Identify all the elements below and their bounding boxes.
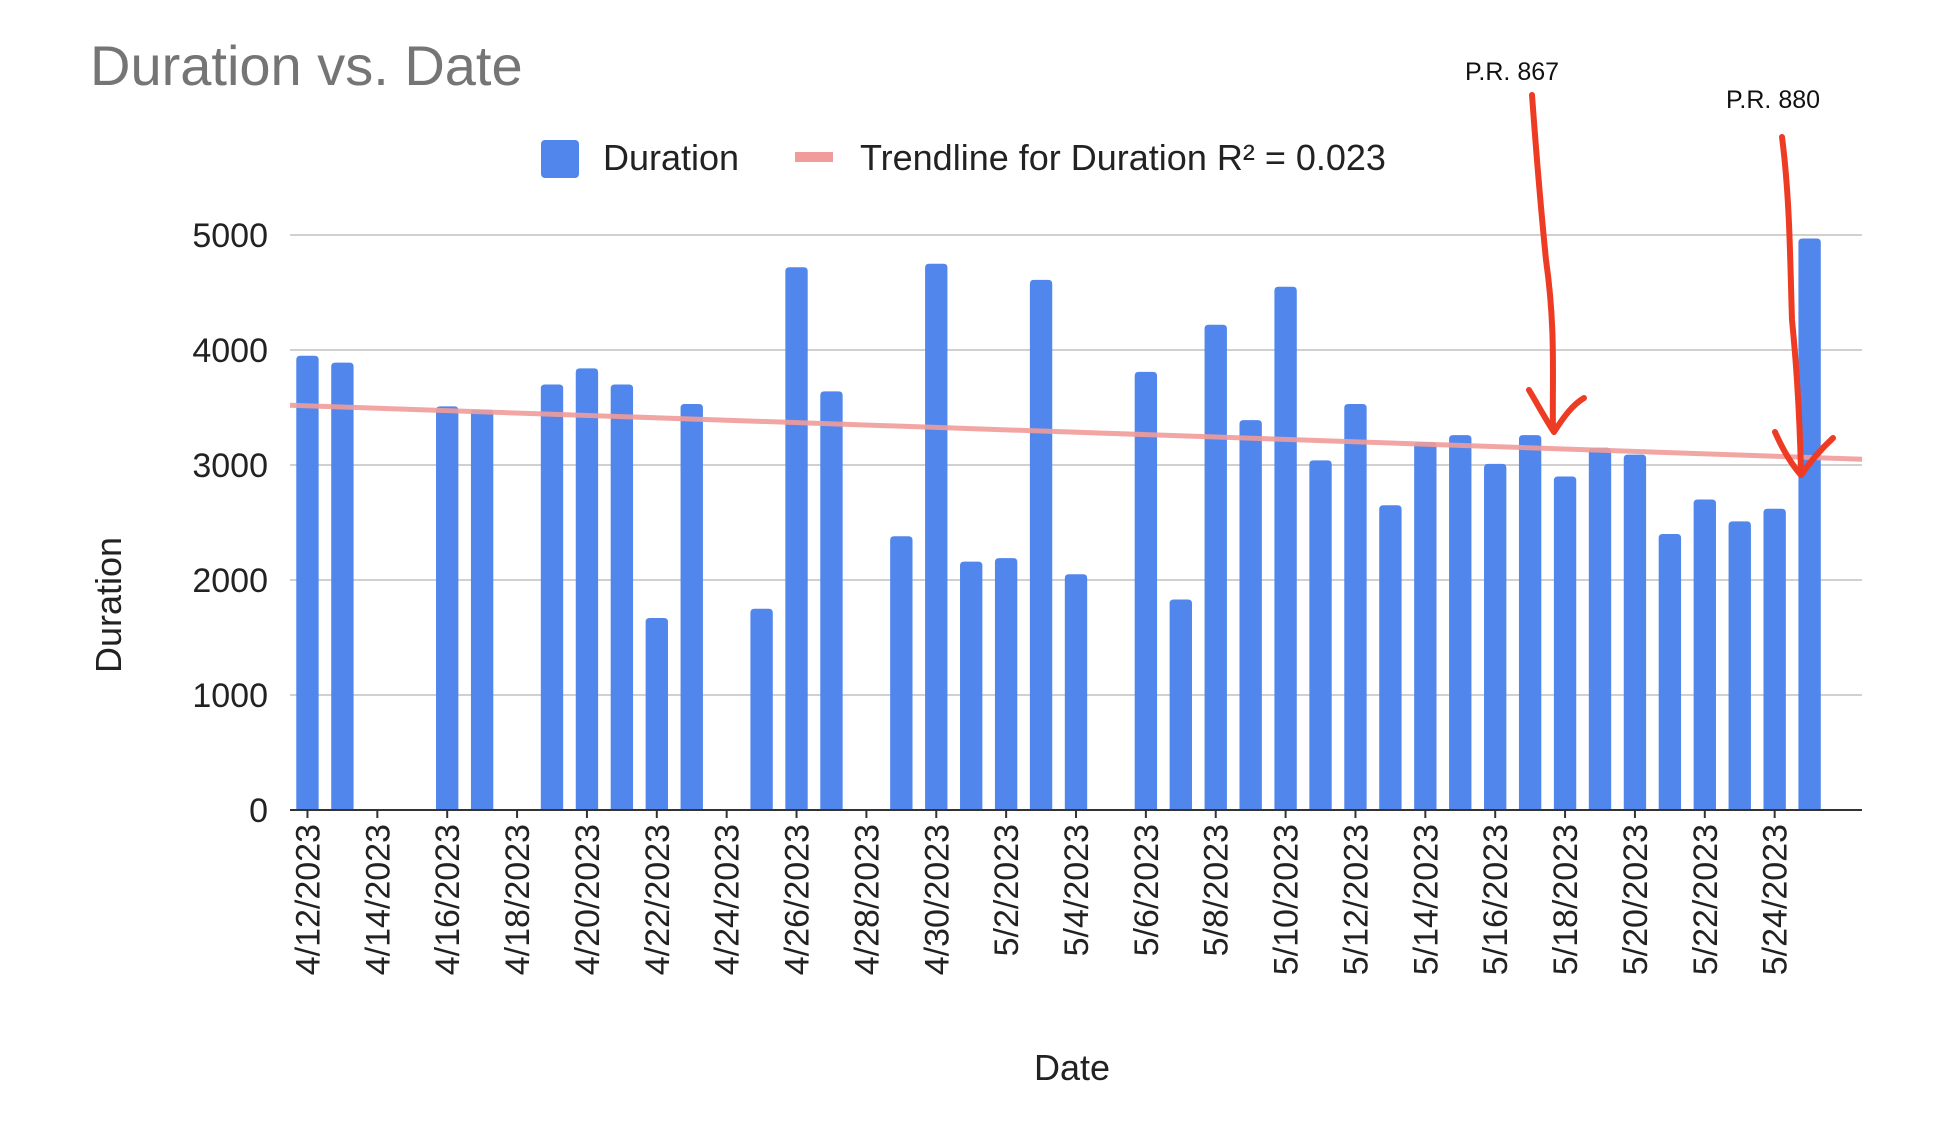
- bars: [296, 238, 1821, 811]
- bar-duration: [296, 355, 319, 810]
- y-axis-ticks: 0 1000 2000 3000 4000 5000: [192, 217, 268, 830]
- bar-duration: [1518, 435, 1542, 810]
- y-tick-label: 2000: [192, 562, 268, 600]
- legend-trendline-label: Trendline for Duration R² = 0.023: [860, 137, 1386, 178]
- bar-duration: [1623, 454, 1647, 810]
- bar-duration: [645, 617, 668, 810]
- x-tick-label: 5/8/2023: [1198, 824, 1236, 956]
- x-tick-label: 5/6/2023: [1128, 824, 1166, 956]
- bar-duration: [680, 404, 703, 810]
- bar-duration: [540, 384, 564, 810]
- bar-duration: [575, 368, 599, 810]
- x-axis-title: Date: [1034, 1047, 1110, 1088]
- bar-duration: [960, 561, 983, 810]
- bar-duration: [785, 267, 808, 810]
- chart-title: Duration vs. Date: [90, 34, 523, 97]
- bar-duration: [436, 406, 459, 810]
- bar-duration: [1169, 599, 1192, 810]
- bar-duration: [1344, 404, 1367, 810]
- y-tick-label: 5000: [192, 217, 268, 255]
- bar-duration: [1414, 442, 1437, 810]
- bar-duration: [470, 409, 494, 810]
- bar-duration: [1309, 460, 1332, 810]
- annotation-arrow-shaft: [1529, 92, 1556, 433]
- trendline: [289, 402, 1863, 462]
- y-tick-label: 4000: [192, 332, 268, 370]
- legend-duration-label: Duration: [603, 137, 739, 178]
- bar-duration: [820, 391, 843, 810]
- annotation-arrow-head: [1772, 429, 1804, 478]
- x-axis-ticks: 4/12/2023 4/14/2023 4/16/2023 4/18/2023 4/20…: [289, 810, 1795, 975]
- bar-duration: [1134, 371, 1158, 810]
- x-tick-label: 5/4/2023: [1058, 824, 1096, 956]
- bar-duration: [331, 362, 354, 810]
- bar-duration: [1763, 508, 1786, 810]
- y-tick-label: 0: [249, 792, 268, 830]
- x-tick-label: 5/18/2023: [1547, 824, 1585, 975]
- bar-duration: [1379, 505, 1402, 810]
- x-tick-label: 5/24/2023: [1757, 824, 1795, 975]
- y-axis-title: Duration: [88, 537, 129, 673]
- x-tick-label: 4/18/2023: [499, 824, 537, 975]
- bar-duration: [1484, 463, 1507, 810]
- x-tick-label: 4/22/2023: [639, 824, 677, 975]
- x-tick-label: 5/2/2023: [988, 824, 1026, 956]
- bar-duration: [1553, 476, 1577, 810]
- bar-duration: [994, 558, 1018, 810]
- bar-duration: [750, 608, 773, 810]
- bar-duration: [1204, 324, 1227, 810]
- legend-trendline-swatch: [795, 152, 833, 162]
- x-tick-label: 4/24/2023: [709, 824, 747, 975]
- x-tick-label: 4/30/2023: [918, 824, 956, 975]
- bar-duration: [1588, 447, 1612, 810]
- x-tick-label: 5/12/2023: [1337, 824, 1375, 975]
- x-tick-label: 5/14/2023: [1407, 824, 1445, 975]
- x-tick-label: 4/20/2023: [569, 824, 607, 975]
- bar-duration: [925, 263, 948, 810]
- annotation-arrow-head: [1551, 395, 1587, 435]
- annotation-arrow-head: [1798, 435, 1836, 478]
- annotation-arrow-shaft: [1779, 134, 1804, 475]
- x-tick-label: 5/10/2023: [1268, 824, 1306, 975]
- x-tick-label: 4/12/2023: [289, 824, 327, 975]
- bar-duration: [1798, 238, 1821, 810]
- bar-duration: [1239, 420, 1262, 810]
- x-tick-label: 5/20/2023: [1617, 824, 1655, 975]
- bar-duration: [1693, 499, 1716, 810]
- annotations: P.R. 867 P.R. 880: [1465, 58, 1836, 478]
- y-tick-label: 1000: [192, 677, 268, 715]
- x-tick-label: 4/26/2023: [779, 824, 817, 975]
- legend-duration-swatch: [541, 140, 579, 178]
- x-tick-label: 5/16/2023: [1477, 824, 1515, 975]
- bar-duration: [1064, 574, 1088, 810]
- legend: Duration Trendline for Duration R² = 0.0…: [541, 137, 1386, 178]
- x-tick-label: 5/22/2023: [1687, 824, 1725, 975]
- bar-duration: [1029, 279, 1053, 811]
- bar-duration: [1449, 435, 1472, 810]
- bar-duration: [1728, 521, 1751, 810]
- bar-duration: [1274, 286, 1297, 810]
- bar-duration: [610, 384, 634, 810]
- y-tick-label: 3000: [192, 447, 268, 485]
- bar-duration: [890, 536, 913, 810]
- annotation-label: P.R. 880: [1726, 86, 1820, 114]
- x-tick-label: 4/16/2023: [429, 824, 467, 975]
- annotation-arrow-head: [1526, 387, 1557, 435]
- annotation-label: P.R. 867: [1465, 58, 1559, 86]
- bar-duration: [1658, 534, 1682, 810]
- x-tick-label: 4/14/2023: [359, 824, 397, 975]
- x-tick-label: 4/28/2023: [848, 824, 886, 975]
